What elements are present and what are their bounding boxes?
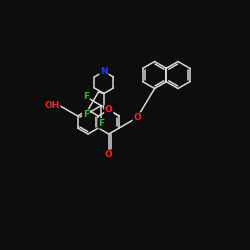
Text: O: O xyxy=(105,106,113,114)
Text: F: F xyxy=(98,119,104,128)
Text: F: F xyxy=(83,92,89,101)
Text: O: O xyxy=(133,113,141,122)
Text: O: O xyxy=(105,150,113,159)
Text: F: F xyxy=(83,110,89,119)
Text: N: N xyxy=(100,67,108,76)
Text: OH: OH xyxy=(44,101,60,110)
